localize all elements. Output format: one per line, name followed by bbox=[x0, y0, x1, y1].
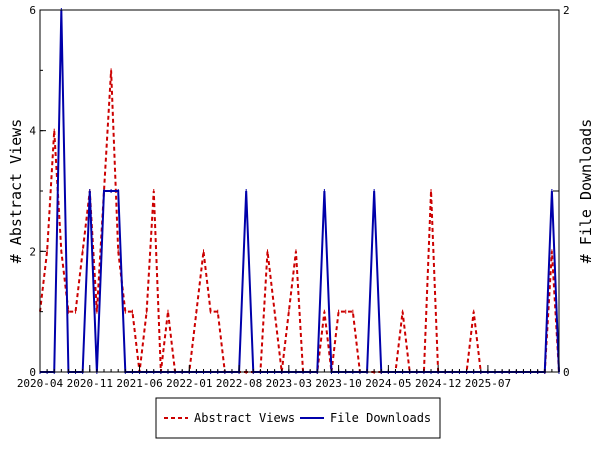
y-left-tick-label: 6 bbox=[29, 4, 36, 17]
y-right-tick-label: 0 bbox=[563, 366, 570, 379]
y-left-tick-label: 2 bbox=[29, 245, 36, 258]
x-tick-label: 2022-01 bbox=[166, 377, 212, 390]
x-tick-label: 2020-11 bbox=[67, 377, 113, 390]
series-line-abstract-views bbox=[39, 70, 560, 373]
x-tick-label: 2020-04 bbox=[17, 377, 64, 390]
y-axis-left-title: # Abstract Views bbox=[7, 119, 25, 264]
x-tick-label: 2024-05 bbox=[365, 377, 411, 390]
y-left-tick-label: 0 bbox=[29, 366, 36, 379]
x-tick-label: 2024-12 bbox=[415, 377, 461, 390]
x-tick-label: 2023-03 bbox=[266, 377, 312, 390]
y-axis-right-title: # File Downloads bbox=[577, 119, 595, 264]
legend-label-file-downloads: File Downloads bbox=[330, 411, 431, 425]
plot-area bbox=[39, 8, 560, 374]
legend-box bbox=[155, 397, 441, 439]
legend: Abstract Views File Downloads bbox=[155, 397, 441, 439]
axis-ticks: 2020-04 2020-11 2021-06 2022-01 2022-08 2023-… bbox=[17, 4, 570, 390]
y-right-tick-label: 2 bbox=[563, 4, 570, 17]
legend-label-abstract-views: Abstract Views bbox=[194, 411, 295, 425]
x-tick-label: 2023-10 bbox=[315, 377, 361, 390]
x-tick-label: 2025-07 bbox=[465, 377, 511, 390]
y-left-tick-label: 4 bbox=[29, 125, 36, 138]
x-tick-label: 2021-06 bbox=[116, 377, 162, 390]
x-tick-label: 2022-08 bbox=[216, 377, 262, 390]
